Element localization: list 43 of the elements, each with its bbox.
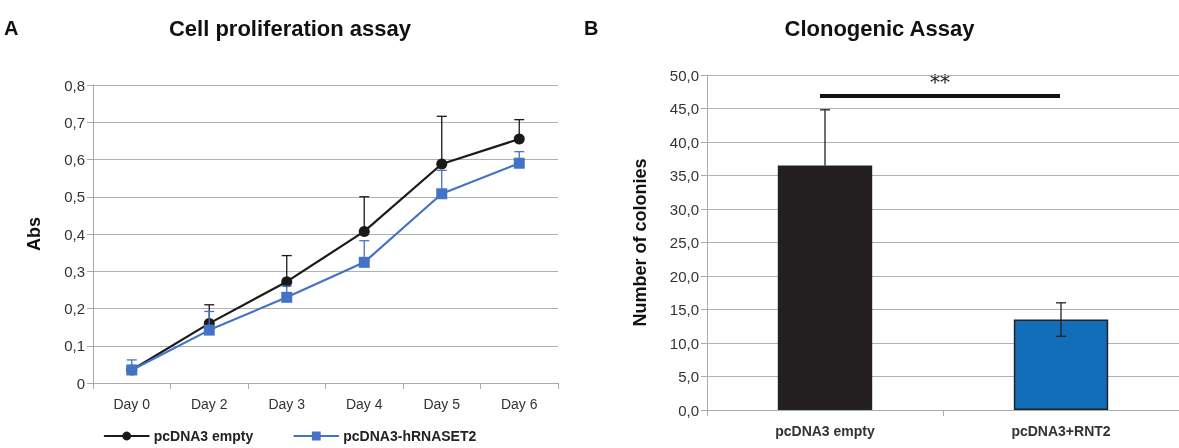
- y-tick-label: 50,0: [669, 66, 699, 84]
- y-tick-label: 5,0: [678, 368, 699, 385]
- x-tick-label: pcDNA3+RNT2: [1011, 423, 1111, 439]
- y-tick-label: 25,0: [669, 234, 699, 251]
- point: [281, 291, 293, 303]
- chart-title: Clonogenic Assay: [784, 15, 976, 41]
- point: [513, 157, 525, 169]
- y-axis-title: Number of colonies: [630, 158, 650, 327]
- y-tick-label: 35,0: [669, 167, 699, 184]
- y-tick-label: 20,0: [669, 267, 699, 285]
- y-axis-title: Abs: [24, 216, 44, 252]
- y-tick-label: 45,0: [669, 100, 699, 117]
- point: [513, 133, 525, 145]
- x-tick-label: Day 6: [500, 396, 538, 412]
- y-tick-label: 0,0: [678, 401, 699, 419]
- y-tick-label: 0: [76, 374, 85, 392]
- x-tick-label: Day 4: [345, 396, 383, 412]
- point: [358, 256, 370, 268]
- y-tick-label: 0,1: [64, 337, 85, 355]
- y-tick-label: 10,0: [669, 334, 699, 352]
- y-tick-label: 15,0: [669, 301, 699, 318]
- text: B: [584, 17, 599, 39]
- y-tick-label: 0,8: [64, 76, 85, 94]
- text: A: [4, 17, 19, 39]
- x-tick-label: Day 0: [113, 396, 151, 412]
- y-tick-label: 30,0: [669, 200, 699, 218]
- chart-title: Cell proliferation assay: [168, 15, 412, 41]
- y-tick-label: 0,4: [64, 225, 85, 243]
- x-tick-label: Day 2: [190, 396, 228, 412]
- x-tick-label: Day 5: [423, 396, 461, 412]
- point: [281, 276, 293, 288]
- x-tick-label: Day 3: [268, 396, 306, 412]
- point: [436, 188, 448, 200]
- y-tick-label: 0,2: [64, 300, 85, 317]
- legend-label: pcDNA3-hRNASET2: [343, 428, 477, 444]
- point: [358, 225, 370, 237]
- y-tick-label: 0,3: [64, 262, 85, 280]
- y-tick-label: 40,0: [669, 133, 699, 151]
- point: [203, 324, 215, 336]
- point: [436, 158, 448, 170]
- y-tick-label: 0,5: [64, 188, 85, 206]
- y-tick-label: 0,7: [64, 113, 85, 131]
- y-tick-label: 0,6: [64, 151, 85, 168]
